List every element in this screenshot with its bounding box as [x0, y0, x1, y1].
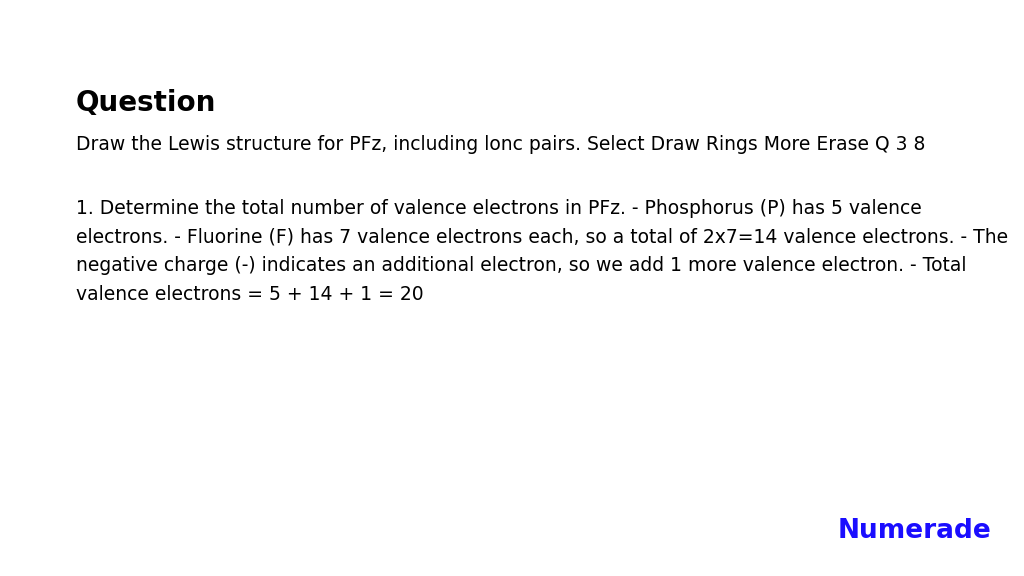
Text: 1. Determine the total number of valence electrons in PFz. - Phosphorus (P) has : 1. Determine the total number of valence… — [76, 199, 1008, 304]
Text: Draw the Lewis structure for PFz, including lonc pairs. Select Draw Rings More E: Draw the Lewis structure for PFz, includ… — [76, 135, 925, 154]
Text: Numerade: Numerade — [838, 518, 991, 544]
Text: Question: Question — [76, 89, 216, 118]
